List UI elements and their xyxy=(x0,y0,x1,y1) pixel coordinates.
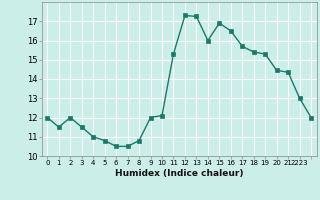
X-axis label: Humidex (Indice chaleur): Humidex (Indice chaleur) xyxy=(115,169,244,178)
